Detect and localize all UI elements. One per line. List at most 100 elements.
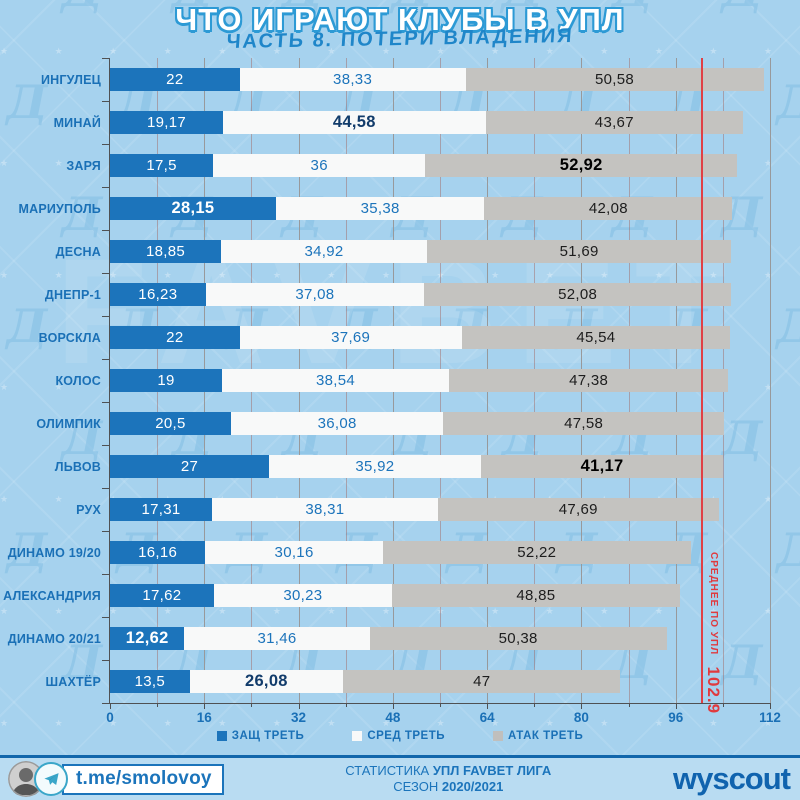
x-axis-label: 112 [759,710,781,725]
club-label: ИНГУЛЕЦ [40,72,101,87]
stacked-bar: 18,85 34,92 51,69 [110,240,770,263]
legend-label: СРЕД ТРЕТЬ [367,730,446,742]
y-axis-tick [102,488,109,489]
legend-swatch [352,731,363,741]
bar-value: 19,17 [146,114,186,131]
bar-value: 30,23 [283,587,323,604]
bar-value: 20,5 [155,415,186,432]
chart-row: МИНАЙ 19,17 44,58 43,67 [0,101,800,144]
bar-segment-middle-third: 30,16 [205,541,383,564]
footer-caption-line2: СЕЗОН 2020/2021 [393,779,504,794]
x-axis-tick-minor [157,703,159,707]
bar-value: 52,08 [558,286,598,303]
y-axis-tick [102,402,109,403]
bar-value: 26,08 [244,672,288,690]
bar-value: 48,85 [516,587,556,604]
club-label: ДНЕПР-1 [44,287,101,302]
chart-row: МАРИУПОЛЬ 28,15 35,38 42,08 [0,187,800,230]
bar-value: 47 [473,673,491,690]
bar-segment-defensive-third: 17,62 [110,584,214,607]
bar-value: 13,5 [134,673,165,690]
telegram-link[interactable]: t.me/smolovoy [62,763,224,795]
chart-row: ДИНАМО 20/21 12,62 31,46 50,38 [0,617,800,660]
y-axis-tick [102,101,109,102]
x-axis-tick-major [110,703,111,709]
chart-row: РУХ 17,31 38,31 47,69 [0,488,800,531]
bar-value: 47,38 [569,372,609,389]
chart-row: ОЛИМПИК 20,5 36,08 47,58 [0,402,800,445]
x-axis-tick-major [581,703,583,709]
bar-segment-attacking-third: 42,08 [484,197,733,220]
bar-value: 16,16 [138,544,178,561]
stacked-bar: 12,62 31,46 50,38 [110,627,770,650]
bar-value: 47,58 [564,415,604,432]
stacked-bar: 22 37,69 45,54 [110,326,770,349]
page-title: ЧТО ИГРАЮТ КЛУБЫ В УПЛ [175,2,625,37]
bar-value: 18,85 [146,243,186,260]
chart-rows: ИНГУЛЕЦ 22 38,33 50,58 МИНАЙ 19,17 44,58 43,67 З… [0,58,800,703]
bar-segment-attacking-third: 47,69 [437,498,719,521]
average-line [701,58,703,703]
club-label: ШАХТЁР [45,674,101,689]
y-axis-line [109,58,110,703]
bar-value: 43,67 [594,114,634,131]
y-axis-tick [102,574,109,575]
x-axis-tick-minor [722,703,724,707]
legend-item: ЗАЩ ТРЕТЬ [216,730,305,742]
chart-row: ВОРСКЛА 22 37,69 45,54 [0,316,800,359]
x-axis-label: 16 [196,710,212,725]
bar-segment-defensive-third: 19 [110,369,222,392]
chart-row: АЛЕКСАНДРИЯ 17,62 30,23 48,85 [0,574,800,617]
chart-row: КОЛОС 19 38,54 47,38 [0,359,800,402]
footer-caption: СТАТИСТИКА УПЛ FAVBET ЛИГА СЕЗОН 2020/20… [224,763,673,796]
x-axis-tick-major [770,703,771,709]
legend-item: СРЕД ТРЕТЬ [352,730,445,742]
bar-segment-attacking-third: 51,69 [426,240,732,263]
bar-value: 35,92 [355,458,395,475]
bar-value: 51,69 [559,243,599,260]
x-axis-tick-minor [251,703,253,707]
x-axis-label: 64 [479,710,495,725]
x-axis-label: 0 [106,710,114,725]
bar-segment-defensive-third: 16,23 [110,283,206,306]
footer-caption-line1: СТАТИСТИКА УПЛ FAVBET ЛИГА [345,762,552,778]
club-label: ДЕСНА [55,244,101,259]
club-label: ДИНАМО 19/20 [7,545,101,560]
bar-segment-defensive-third: 17,5 [110,154,214,177]
bar-segment-attacking-third: 41,17 [480,455,724,478]
bar-segment-middle-third: 38,31 [212,498,438,521]
bar-segment-middle-third: 37,08 [205,283,425,306]
bar-value: 22 [166,71,184,88]
stacked-bar: 17,31 38,31 47,69 [110,498,770,521]
y-axis-tick [102,359,109,360]
legend-label: ЗАЩ ТРЕТЬ [231,730,305,742]
legend-item: АТАК ТРЕТЬ [493,730,583,742]
footer: t.me/smolovoy СТАТИСТИКА УПЛ FAVBET ЛИГА… [0,755,800,800]
y-axis-tick [102,144,109,145]
telegram-group: t.me/smolovoy [8,761,224,797]
club-label: КОЛОС [55,373,101,388]
club-label: ОЛИМПИК [36,416,101,431]
bar-value: 34,92 [304,243,344,260]
bar-segment-middle-third: 34,92 [221,240,427,263]
club-label: ДИНАМО 20/21 [7,631,101,646]
bar-segment-middle-third: 37,69 [239,326,462,349]
chart-row: ЗАРЯ 17,5 36 52,92 [0,144,800,187]
bar-value: 17,62 [142,587,182,604]
stacked-bar: 27 35,92 41,17 [110,455,770,478]
bar-segment-attacking-third: 47,38 [449,369,729,392]
header: ЧТО ИГРАЮТ КЛУБЫ В УПЛ ЧАСТЬ 8. ПОТЕРИ В… [0,2,800,53]
y-axis-tick [102,58,109,59]
bar-segment-attacking-third: 50,38 [369,627,667,650]
stacked-bar: 13,5 26,08 47 [110,670,770,693]
telegram-icon [34,762,68,796]
bar-segment-defensive-third: 27 [110,455,270,478]
bar-value: 36 [310,157,328,174]
bar-value: 38,33 [333,71,373,88]
y-axis-tick [102,703,109,704]
bar-segment-attacking-third: 50,58 [465,68,764,91]
bar-segment-defensive-third: 16,16 [110,541,206,564]
bar-value: 45,54 [576,329,616,346]
gridline-major [770,58,771,703]
stacked-bar: 17,62 30,23 48,85 [110,584,770,607]
